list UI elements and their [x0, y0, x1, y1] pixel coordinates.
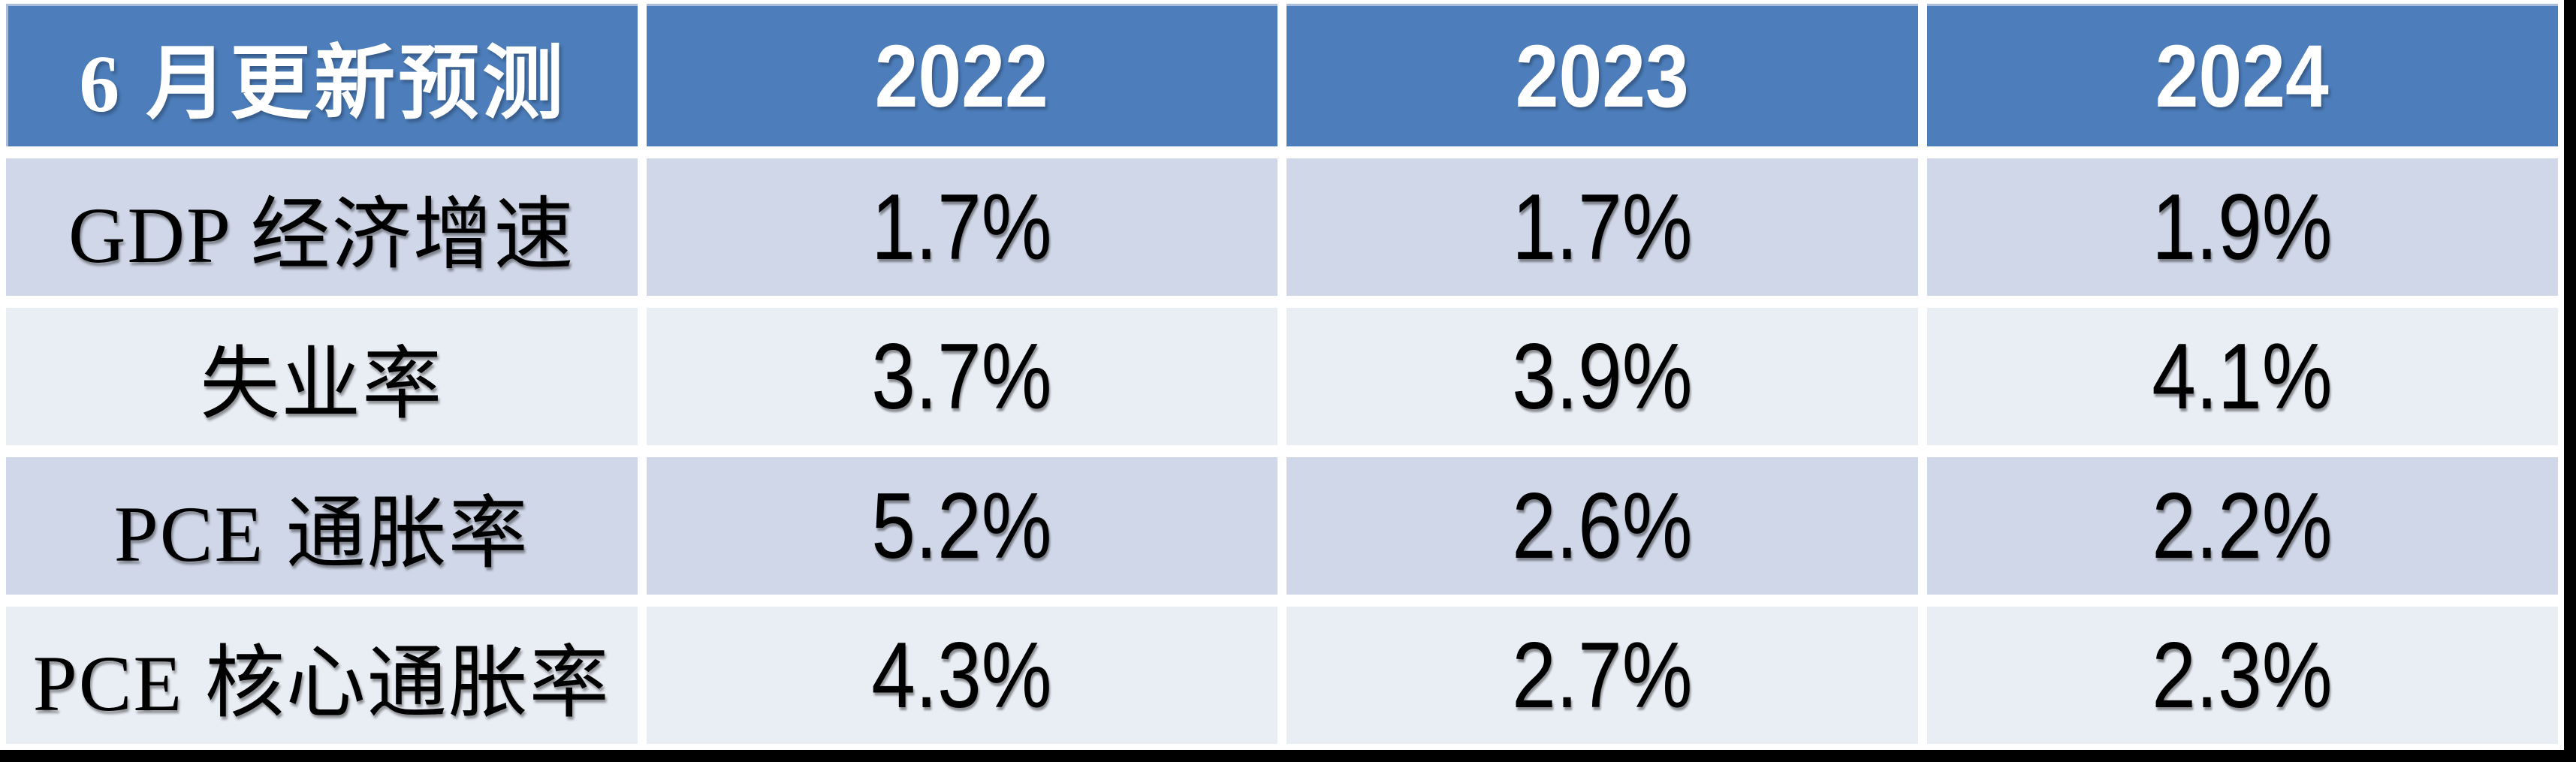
row-label-cell-pce: PCE 通胀率	[6, 457, 638, 595]
header-year-cell-2024: 2024	[1926, 4, 2558, 146]
value-core-pce-2024: 2.3%	[2152, 623, 2333, 727]
value-cell-pce-2024: 2.2%	[1926, 457, 2558, 595]
value-unemployment-2024: 4.1%	[2152, 324, 2333, 429]
row-label-cell-gdp: GDP 经济增速	[6, 158, 638, 296]
header-title: 6 月更新预测	[79, 39, 567, 129]
row-label-cell-unemployment: 失业率	[6, 308, 638, 445]
value-gdp-2023: 1.7%	[1512, 175, 1693, 279]
header-year-2024: 2024	[2155, 26, 2330, 126]
value-cell-core-pce-2022: 4.3%	[646, 607, 1277, 744]
value-cell-gdp-2024: 1.9%	[1926, 158, 2558, 296]
value-gdp-2022: 1.7%	[871, 175, 1052, 279]
value-cell-unemployment-2024: 4.1%	[1926, 308, 2558, 445]
value-pce-2023: 2.6%	[1512, 474, 1693, 578]
value-cell-unemployment-2023: 3.9%	[1286, 308, 1918, 445]
row-label-core-pce: PCE 核心通胀率	[32, 639, 611, 727]
value-pce-2024: 2.2%	[2152, 474, 2333, 578]
value-cell-core-pce-2023: 2.7%	[1286, 607, 1918, 744]
value-unemployment-2023: 3.9%	[1512, 324, 1693, 429]
row-label-unemployment: 失业率	[200, 340, 444, 429]
forecast-table: 6 月更新预测 2022 2023 2024 GDP 经济增速 1.7% 1.7…	[6, 4, 2558, 747]
value-cell-unemployment-2022: 3.7%	[646, 308, 1277, 445]
value-gdp-2024: 1.9%	[2152, 175, 2333, 279]
header-year-2023: 2023	[1515, 26, 1689, 126]
value-cell-pce-2023: 2.6%	[1286, 457, 1918, 595]
row-label-cell-core-pce: PCE 核心通胀率	[6, 607, 638, 744]
value-core-pce-2022: 4.3%	[871, 623, 1052, 727]
header-title-cell: 6 月更新预测	[6, 4, 638, 146]
header-year-cell-2022: 2022	[646, 4, 1277, 146]
row-label-gdp: GDP 经济增速	[68, 191, 575, 279]
black-right-bar	[2564, 0, 2576, 762]
value-unemployment-2022: 3.7%	[871, 324, 1052, 429]
header-year-2022: 2022	[875, 26, 1049, 126]
header-year-cell-2023: 2023	[1286, 4, 1918, 146]
value-core-pce-2023: 2.7%	[1512, 623, 1693, 727]
value-cell-pce-2022: 5.2%	[646, 457, 1277, 595]
value-cell-gdp-2022: 1.7%	[646, 158, 1277, 296]
value-cell-core-pce-2024: 2.3%	[1926, 607, 2558, 744]
black-bottom-bar	[0, 750, 2576, 762]
row-label-pce: PCE 通胀率	[113, 489, 529, 578]
value-cell-gdp-2023: 1.7%	[1286, 158, 1918, 296]
value-pce-2022: 5.2%	[871, 474, 1052, 578]
